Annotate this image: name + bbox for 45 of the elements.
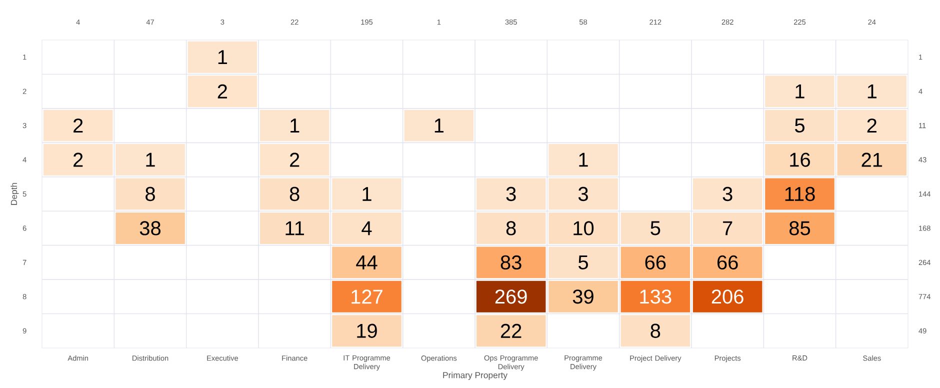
data-label: 66 — [645, 255, 666, 270]
data-label: 85 — [790, 221, 810, 236]
data-label: 1 — [218, 50, 228, 64]
data-label: 206 — [712, 290, 744, 304]
data-label: 1 — [579, 152, 588, 167]
data-label: 8 — [290, 186, 300, 202]
data-label: 133 — [640, 290, 672, 304]
data-label: 5 — [650, 221, 660, 236]
data-label: 44 — [356, 256, 378, 270]
data-label: 5 — [794, 118, 804, 133]
data-label: 38 — [140, 221, 160, 236]
data-label: 4 — [362, 221, 372, 236]
data-label: 21 — [862, 152, 882, 167]
data-label: 7 — [723, 221, 732, 236]
data-label: 3 — [506, 186, 516, 202]
data-label: 2 — [290, 152, 300, 167]
data-label: 10 — [574, 221, 594, 236]
x-axis-title: Primary Property — [443, 372, 508, 380]
data-label: 8 — [146, 186, 155, 202]
data-label: 39 — [572, 290, 594, 304]
data-label: 5 — [578, 255, 588, 270]
y-axis-title: Depth — [10, 183, 19, 205]
data-label: 3 — [722, 186, 732, 202]
data-label: 1 — [434, 118, 444, 132]
data-label: 66 — [717, 255, 738, 270]
data-label: 2 — [218, 84, 227, 98]
data-label: 22 — [500, 324, 522, 338]
data-label: 1 — [290, 118, 300, 132]
data-label: 1 — [796, 84, 804, 98]
data-label: 127 — [352, 290, 382, 304]
data-label: 11 — [286, 221, 304, 236]
data-label: 118 — [785, 186, 815, 202]
data-label: 19 — [357, 324, 377, 338]
data-label: 2 — [74, 152, 83, 167]
data-label: 2 — [74, 118, 83, 133]
data-label: 83 — [500, 255, 522, 270]
data-label: 2 — [867, 118, 876, 133]
data-label: 269 — [495, 290, 527, 304]
data-label: 8 — [650, 324, 660, 338]
data-label: 8 — [506, 221, 516, 236]
data-label: 3 — [578, 186, 588, 202]
data-label: 16 — [790, 152, 810, 167]
data-label: 1 — [146, 152, 155, 167]
data-label: 1 — [362, 187, 372, 201]
data-label: 1 — [868, 84, 876, 98]
